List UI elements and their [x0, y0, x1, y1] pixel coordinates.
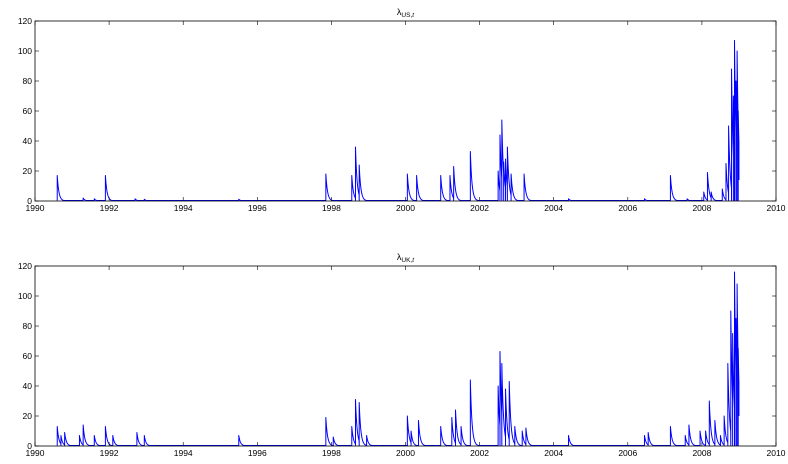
x-tick-label: 1998 [322, 203, 341, 213]
x-tick-label: 2006 [618, 203, 637, 213]
y-tick-label: 0 [27, 196, 32, 206]
y-tick-label: 120 [18, 16, 32, 26]
x-tick-label: 2008 [692, 203, 711, 213]
chart-title-1: λUK,t [397, 252, 415, 264]
y-tick-label: 80 [23, 321, 33, 331]
y-tick-label: 60 [23, 106, 33, 116]
plot-frame-1 [34, 265, 777, 447]
x-tick-label: 1996 [248, 203, 267, 213]
y-tick-label: 100 [18, 291, 32, 301]
x-tick-label: 2008 [692, 448, 711, 458]
x-tick-label: 1994 [174, 448, 193, 458]
y-tick-label: 20 [23, 166, 33, 176]
title-subscript: UK, [401, 257, 412, 264]
series-line-1 [56, 271, 740, 447]
y-tick-label: 20 [23, 411, 33, 421]
y-tick-label: 80 [23, 76, 33, 86]
title-subscript-italic: t [412, 12, 415, 19]
x-tick-label: 1994 [174, 203, 193, 213]
y-tick-label: 40 [23, 381, 33, 391]
x-tick-label: 1992 [100, 203, 119, 213]
x-tick-label: 2004 [544, 203, 563, 213]
title-symbol: λ [397, 252, 402, 262]
x-tick-label: 1990 [26, 203, 45, 213]
x-tick-label: 1998 [322, 448, 341, 458]
x-tick-label: 1990 [26, 448, 45, 458]
x-tick-label: 1992 [100, 448, 119, 458]
y-tick-label: 60 [23, 351, 33, 361]
title-symbol: λ [397, 7, 402, 17]
x-tick-label: 2010 [767, 448, 786, 458]
plot-frame-0 [34, 20, 777, 202]
y-tick-label: 120 [18, 261, 32, 271]
title-subscript: US, [401, 12, 412, 19]
x-tick-label: 2002 [470, 448, 489, 458]
x-tick-label: 2010 [767, 203, 786, 213]
x-tick-label: 2002 [470, 203, 489, 213]
x-tick-label: 1996 [248, 448, 267, 458]
y-tick-label: 100 [18, 46, 32, 56]
y-tick-label: 40 [23, 136, 33, 146]
y-tick-label: 0 [27, 441, 32, 451]
x-tick-label: 2006 [618, 448, 637, 458]
x-tick-label: 2000 [396, 448, 415, 458]
series-line-0 [56, 40, 740, 202]
title-subscript-italic: t [412, 257, 415, 264]
x-tick-label: 2004 [544, 448, 563, 458]
x-tick-label: 2000 [396, 203, 415, 213]
chart-title-0: λUS,t [397, 7, 415, 19]
